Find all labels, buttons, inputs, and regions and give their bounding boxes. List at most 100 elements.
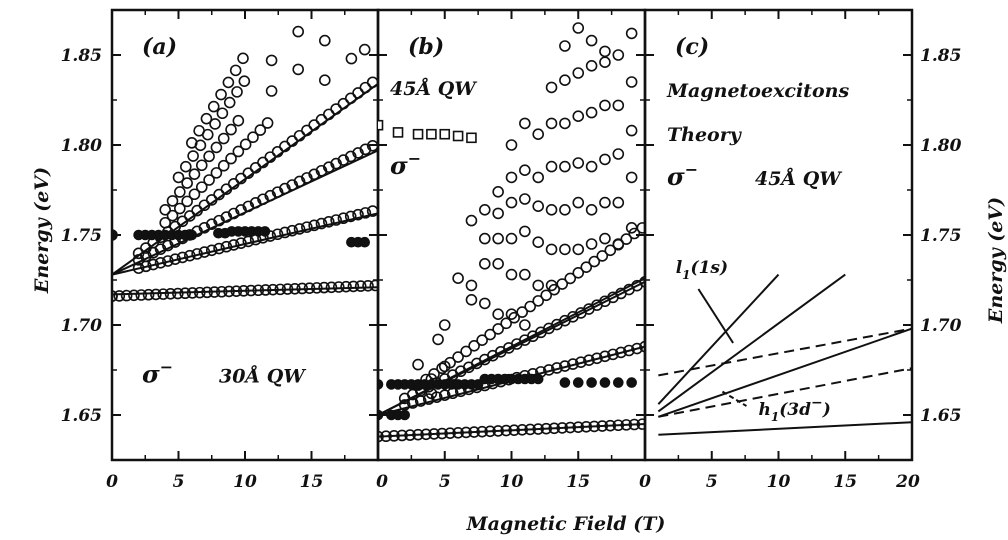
data-point-open [223, 285, 235, 298]
data-point-open [612, 419, 625, 432]
data-point-open [359, 207, 372, 219]
data-point-open [172, 287, 184, 300]
data-point-open [195, 181, 208, 193]
data-point-open [193, 124, 205, 137]
data-point-open [176, 215, 189, 228]
data-point-open [191, 248, 203, 260]
data-point-open [303, 282, 316, 294]
data-point-open [545, 243, 558, 256]
data-point-open [362, 280, 374, 292]
data-point-open [205, 194, 218, 206]
data-point-open [132, 262, 145, 274]
data-point-open [585, 204, 598, 216]
data-point-open [352, 87, 364, 99]
data-point-open [369, 279, 378, 292]
data-point-open [500, 317, 512, 330]
data-point-open [444, 427, 456, 439]
data-point-open [607, 348, 619, 361]
data-point-open [157, 288, 170, 300]
theory-curve [658, 367, 912, 418]
x-tick-label: 15 [566, 472, 590, 492]
sample-annotation: 45Å QW [755, 167, 842, 190]
data-point-open [301, 124, 313, 137]
sigma-annotation: σ− [390, 149, 421, 180]
data-point-open [135, 289, 148, 301]
y-tick-label-right: 1.75 [920, 226, 961, 246]
data-point-open [492, 257, 504, 270]
x-tick-label: 10 [500, 472, 524, 492]
data-point-open [572, 157, 585, 169]
data-point-open [235, 172, 247, 185]
label-subscript: 1 [682, 268, 690, 282]
data-point-open [478, 232, 491, 245]
data-point-open [476, 334, 488, 346]
label-rest: (3d [779, 400, 811, 420]
data-point-open [227, 239, 240, 251]
data-point-open [132, 247, 145, 260]
data-point-open [559, 360, 571, 372]
data-point-square [466, 132, 477, 144]
data-point-open [540, 422, 553, 435]
plot-area [112, 25, 378, 302]
sigma-symbol: σ [667, 162, 685, 191]
data-point-open [545, 81, 558, 94]
data-point-open [580, 420, 593, 433]
theory-curve [658, 421, 912, 436]
data-point-open [532, 279, 545, 292]
data-point-open [468, 426, 480, 438]
sample-annotation: 45Å QW [390, 77, 477, 100]
data-point-open [612, 99, 625, 112]
y-tick-label-right: 1.70 [920, 316, 962, 336]
data-point-open [599, 153, 611, 166]
data-point-open [422, 393, 435, 405]
data-point-open [572, 421, 585, 433]
data-point-open [599, 350, 611, 363]
y-tick-label-right: 1.65 [920, 406, 961, 426]
data-point-open [620, 419, 633, 431]
data-point-open [113, 290, 126, 302]
data-point-open [524, 300, 536, 313]
panel-b: 0 5 10 15 (b) 45Å QW σ− [376, 8, 647, 492]
label-leader-line [697, 288, 734, 344]
data-point-open [585, 160, 598, 173]
data-point-open [308, 119, 320, 131]
data-point-open [492, 186, 504, 198]
data-point-open [628, 418, 641, 431]
data-point-open [281, 283, 294, 295]
plot-area [657, 273, 912, 436]
data-point-open [639, 340, 645, 353]
data-point-open [174, 186, 186, 198]
data-point-open [318, 74, 331, 86]
data-point-open [181, 177, 193, 189]
data-point-open [556, 278, 569, 290]
panel-label: (a) [142, 34, 177, 60]
data-point-open [261, 117, 274, 129]
data-point-open [162, 255, 174, 267]
data-point-open [588, 420, 601, 433]
data-point-open [508, 424, 520, 436]
y-tick-label: 1.80 [61, 136, 103, 156]
data-point-open [596, 420, 609, 432]
data-point-open [220, 183, 233, 196]
y-tick-label: 1.65 [61, 406, 102, 426]
data-point-open [532, 128, 545, 140]
x-axis-label: Magnetic Field (T) [466, 513, 666, 535]
data-point-open [532, 200, 545, 212]
data-point-open [225, 123, 237, 136]
data-point-open [257, 156, 269, 169]
theory-curve [657, 273, 780, 405]
data-point-open [180, 160, 192, 173]
data-point-open [548, 422, 561, 435]
data-point-open [186, 137, 198, 149]
data-point-open [128, 289, 140, 302]
data-point-open [492, 323, 504, 335]
data-point-open [625, 124, 638, 137]
data-point-open [322, 108, 335, 121]
y-tick-label-right: 1.80 [920, 136, 962, 156]
data-point-open [505, 232, 518, 245]
data-point-open [205, 244, 218, 257]
data-point-open [559, 204, 571, 216]
data-point-open [213, 242, 225, 255]
data-point-open [585, 60, 598, 72]
data-point-open [292, 63, 305, 76]
